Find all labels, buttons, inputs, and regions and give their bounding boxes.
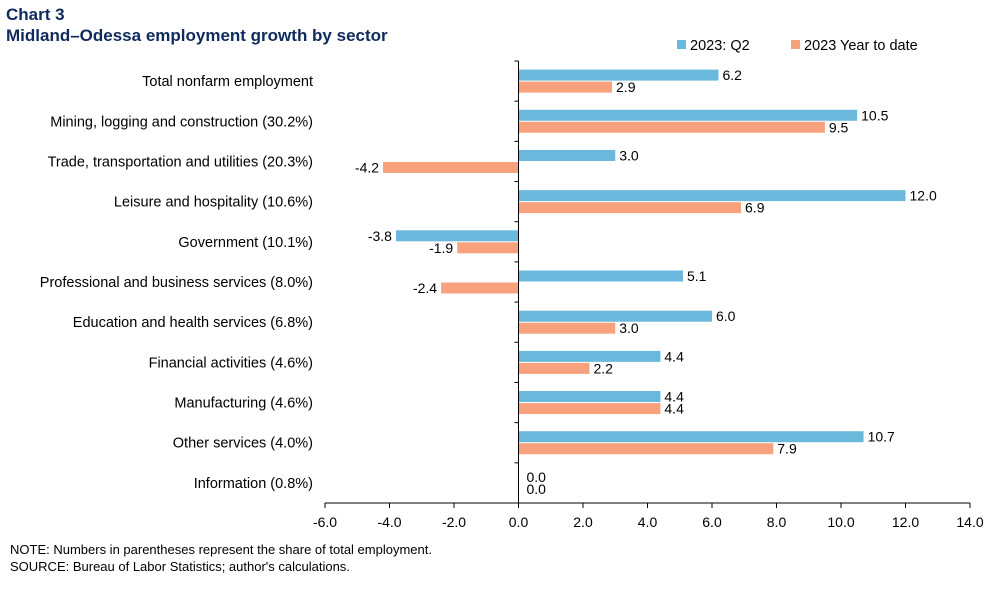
legend-label: 2023 Year to date bbox=[804, 38, 918, 54]
bar-q2 bbox=[518, 149, 616, 161]
bar-q2 bbox=[518, 310, 712, 322]
note-text: NOTE: Numbers in parentheses represent t… bbox=[10, 542, 432, 557]
value-label: 3.0 bbox=[619, 320, 639, 336]
value-label: 12.0 bbox=[910, 188, 937, 204]
category-label: Mining, logging and construction (30.2%) bbox=[50, 114, 313, 130]
category-label: Education and health services (6.8%) bbox=[73, 315, 313, 331]
value-label: 7.9 bbox=[777, 441, 797, 457]
value-label: 5.1 bbox=[687, 268, 707, 284]
x-tick-label: 8.0 bbox=[767, 514, 787, 530]
value-label: 2.2 bbox=[593, 360, 613, 376]
chart-title: Midland–Odessa employment growth by sect… bbox=[6, 26, 388, 45]
bar-q2 bbox=[518, 270, 683, 282]
bar-ytd bbox=[518, 403, 661, 415]
x-tick-label: 10.0 bbox=[827, 514, 854, 530]
chart-notes: NOTE: Numbers in parentheses represent t… bbox=[10, 541, 432, 575]
value-label: 4.4 bbox=[664, 401, 684, 417]
bar-ytd bbox=[518, 322, 616, 334]
value-label: 6.0 bbox=[716, 308, 736, 324]
x-tick-label: -2.0 bbox=[442, 514, 466, 530]
x-tick-label: 2.0 bbox=[573, 514, 593, 530]
bar-q2 bbox=[518, 350, 661, 362]
x-tick-label: 12.0 bbox=[892, 514, 919, 530]
x-tick-label: 14.0 bbox=[956, 514, 983, 530]
category-label: Financial activities (4.6%) bbox=[149, 355, 313, 371]
source-text: SOURCE: Bureau of Labor Statistics; auth… bbox=[10, 559, 350, 574]
bar-q2 bbox=[518, 190, 906, 202]
value-label: -1.9 bbox=[429, 240, 453, 256]
legend-swatch bbox=[677, 40, 686, 49]
category-label: Trade, transportation and utilities (20.… bbox=[48, 154, 313, 170]
bar-ytd bbox=[518, 81, 613, 93]
x-tick-label: -4.0 bbox=[377, 514, 401, 530]
bar-q2 bbox=[518, 69, 719, 81]
category-label: Manufacturing (4.6%) bbox=[174, 396, 313, 412]
value-label: 10.7 bbox=[868, 429, 895, 445]
bar-ytd bbox=[518, 362, 590, 374]
category-label: Government (10.1%) bbox=[178, 235, 313, 251]
x-tick-label: 4.0 bbox=[638, 514, 658, 530]
value-label: 0.0 bbox=[527, 469, 547, 485]
bar-q2 bbox=[518, 431, 864, 443]
bar-q2 bbox=[518, 391, 661, 403]
value-label: 2.9 bbox=[616, 79, 636, 95]
bar-ytd bbox=[441, 282, 519, 294]
value-label: 6.2 bbox=[722, 67, 742, 83]
value-label: 0.0 bbox=[527, 481, 547, 497]
bar-ytd bbox=[518, 121, 825, 133]
bar-chart: 6.210.53.012.0-3.85.16.04.44.410.70.02.9… bbox=[40, 38, 984, 530]
x-tick-label: 6.0 bbox=[702, 514, 722, 530]
x-tick-label: -6.0 bbox=[313, 514, 337, 530]
x-tick-label: 0.0 bbox=[509, 514, 529, 530]
bar-ytd bbox=[383, 161, 519, 173]
chart-header: Chart 3 Midland–Odessa employment growth… bbox=[6, 4, 388, 46]
value-label: -4.2 bbox=[355, 159, 379, 175]
category-label: Professional and business services (8.0%… bbox=[40, 275, 313, 291]
category-label: Other services (4.0%) bbox=[173, 436, 313, 452]
bar-ytd bbox=[518, 202, 742, 214]
category-label: Information (0.8%) bbox=[194, 476, 313, 492]
bar-q2 bbox=[518, 109, 858, 121]
category-label: Total nonfarm employment bbox=[142, 74, 313, 90]
category-label: Leisure and hospitality (10.6%) bbox=[114, 195, 313, 211]
value-label: -2.4 bbox=[413, 280, 437, 296]
value-label: 10.5 bbox=[861, 107, 888, 123]
value-label: 4.4 bbox=[664, 348, 684, 364]
chart-number: Chart 3 bbox=[6, 5, 65, 24]
value-label: 9.5 bbox=[829, 119, 849, 135]
value-label: 6.9 bbox=[745, 200, 765, 216]
legend-swatch bbox=[791, 40, 800, 49]
value-label: -3.8 bbox=[368, 228, 392, 244]
value-label: 4.4 bbox=[664, 389, 684, 405]
legend-label: 2023: Q2 bbox=[690, 38, 750, 54]
bar-ytd bbox=[518, 443, 774, 455]
value-label: 3.0 bbox=[619, 147, 639, 163]
bar-ytd bbox=[457, 242, 519, 254]
bar-q2 bbox=[395, 230, 519, 242]
